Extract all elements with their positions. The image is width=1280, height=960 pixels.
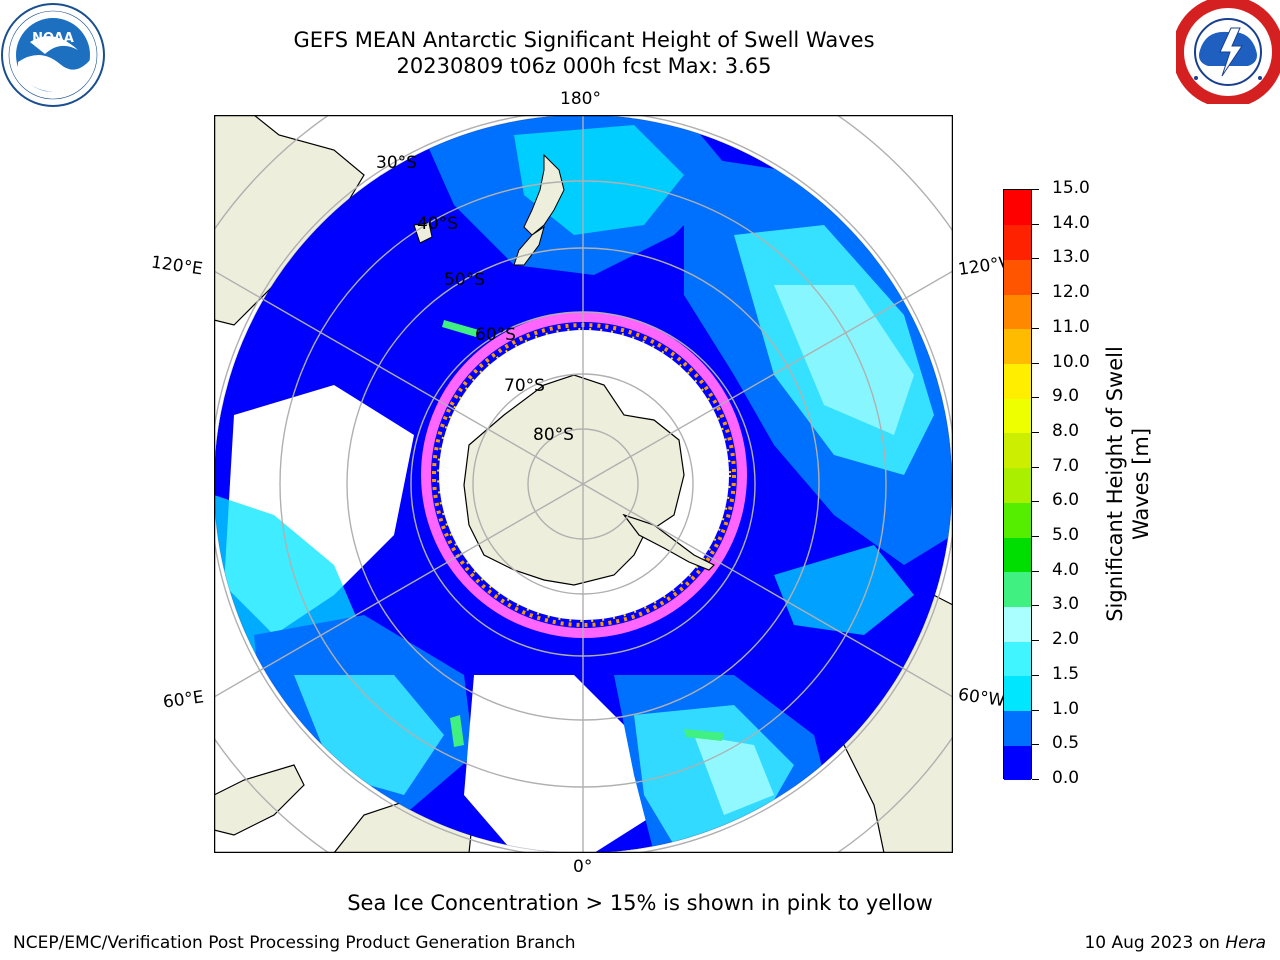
- noaa-logo-text: NOAA: [32, 31, 74, 46]
- colorbar-tick: [1032, 640, 1039, 642]
- polar-map: [214, 115, 953, 853]
- latitude-label-80s: 80°S: [533, 425, 574, 445]
- latitude-label-50s: 50°S: [444, 270, 485, 290]
- colorbar-tick: [1032, 570, 1039, 572]
- swell-region: [442, 320, 479, 337]
- colorbar-tick: [1032, 258, 1039, 260]
- colorbar-tick: [1032, 536, 1039, 538]
- colorbar-tick-label: 13.0: [1052, 247, 1090, 268]
- colorbar-tick: [1032, 605, 1039, 607]
- colorbar-tick-label: 1.0: [1052, 698, 1080, 719]
- latitude-label-70s: 70°S: [504, 376, 545, 396]
- swell-region: [694, 735, 774, 815]
- latitude-label-60s: 60°S: [475, 325, 516, 345]
- colorbar-tick-label: 12.0: [1052, 282, 1090, 303]
- colorbar-segment: [1004, 641, 1031, 677]
- colorbar-tick-label: 10.0: [1052, 351, 1090, 372]
- colorbar-tick-label: 8.0: [1052, 420, 1080, 441]
- colorbar-tick-label: 9.0: [1052, 386, 1080, 407]
- colorbar-tick-label: 4.0: [1052, 559, 1080, 580]
- colorbar-segment: [1004, 467, 1031, 503]
- colorbar-tick: [1032, 223, 1039, 225]
- chart-title: GEFS MEAN Antarctic Significant Height o…: [293, 28, 875, 52]
- colorbar-tick-label: 6.0: [1052, 490, 1080, 511]
- colorbar-tick: [1032, 431, 1039, 433]
- chart-subtitle: 20230809 t06z 000h fcst Max: 3.65: [396, 54, 772, 78]
- longitude-label-60e: 60°E: [161, 687, 206, 713]
- colorbar-tick-label: 15.0: [1052, 178, 1090, 198]
- colorbar-tick: [1032, 293, 1039, 295]
- colorbar-tick-label: 1.5: [1052, 663, 1080, 684]
- colorbar-title-line1: Significant Height of Swell: [1103, 346, 1127, 622]
- colorbar-segment: [1004, 606, 1031, 642]
- colorbar-tick: [1032, 327, 1039, 329]
- colorbar-title-line2: Waves [m]: [1129, 427, 1153, 541]
- swell-region: [684, 729, 724, 741]
- colorbar-segment: [1004, 328, 1031, 365]
- colorbar-tick-label: 5.0: [1052, 525, 1080, 546]
- africa-land: [214, 764, 305, 836]
- colorbar-tick: [1032, 189, 1039, 190]
- colorbar-segment: [1004, 190, 1031, 226]
- colorbar-segment: [1004, 363, 1031, 399]
- colorbar-segment: [1004, 675, 1031, 712]
- tasmania-land: [413, 222, 433, 244]
- latitude-label-30s: 30°S: [376, 153, 417, 173]
- colorbar-tick: [1032, 501, 1039, 503]
- swell-region: [450, 715, 464, 747]
- colorbar-tick: [1032, 674, 1039, 676]
- colorbar-tick: [1032, 744, 1039, 746]
- colorbar-tick-label: 14.0: [1052, 212, 1090, 233]
- swell-region: [774, 545, 914, 635]
- colorbar-segment: [1004, 259, 1031, 295]
- map-panel: [214, 115, 953, 853]
- longitude-label-180: 180°: [560, 89, 601, 109]
- antarctic-peninsula-land: [622, 513, 716, 571]
- longitude-label-0: 0°: [573, 857, 593, 877]
- colorbar-segment: [1004, 710, 1031, 746]
- colorbar-tick-label: 0.5: [1052, 733, 1080, 754]
- colorbar: [1003, 189, 1032, 781]
- colorbar-segment: [1004, 398, 1031, 434]
- swell-region: [774, 285, 914, 435]
- footer-machine: Hera: [1225, 933, 1266, 953]
- colorbar-tick: [1032, 779, 1039, 780]
- footer-credit: NCEP/EMC/Verification Post Processing Pr…: [13, 933, 576, 953]
- footer-date-text: 10 Aug 2023 on: [1084, 933, 1226, 953]
- national-weather-service-logo-icon: [1176, 0, 1280, 104]
- colorbar-tick: [1032, 397, 1039, 399]
- colorbar-segment: [1004, 571, 1031, 607]
- colorbar-tick-label: 2.0: [1052, 629, 1080, 650]
- colorbar-segment: [1004, 502, 1031, 538]
- colorbar-tick-label: 3.0: [1052, 594, 1080, 615]
- longitude-label-60w: 60°W: [956, 684, 1007, 712]
- colorbar-segment: [1004, 537, 1031, 573]
- antarctica-land: [463, 374, 685, 586]
- colorbar-segment: [1004, 745, 1031, 781]
- footer-date: 10 Aug 2023 on Hera: [1084, 933, 1266, 953]
- sea-ice-note: Sea Ice Concentration > 15% is shown in …: [347, 891, 933, 915]
- colorbar-tick: [1032, 466, 1039, 468]
- colorbar-segment: [1004, 224, 1031, 260]
- noaa-logo-icon: NOAA: [1, 3, 105, 107]
- colorbar-tick: [1032, 709, 1039, 711]
- colorbar-segment: [1004, 294, 1031, 330]
- swell-region: [514, 125, 684, 235]
- latitude-label-40s: 40°S: [417, 214, 458, 234]
- colorbar-tick-label: 11.0: [1052, 316, 1090, 337]
- colorbar-tick: [1032, 362, 1039, 364]
- longitude-label-120e: 120°E: [149, 252, 204, 280]
- colorbar-segment: [1004, 432, 1031, 469]
- graticule: [214, 115, 953, 853]
- colorbar-tick-label: 0.0: [1052, 768, 1080, 788]
- colorbar-tick-label: 7.0: [1052, 455, 1080, 476]
